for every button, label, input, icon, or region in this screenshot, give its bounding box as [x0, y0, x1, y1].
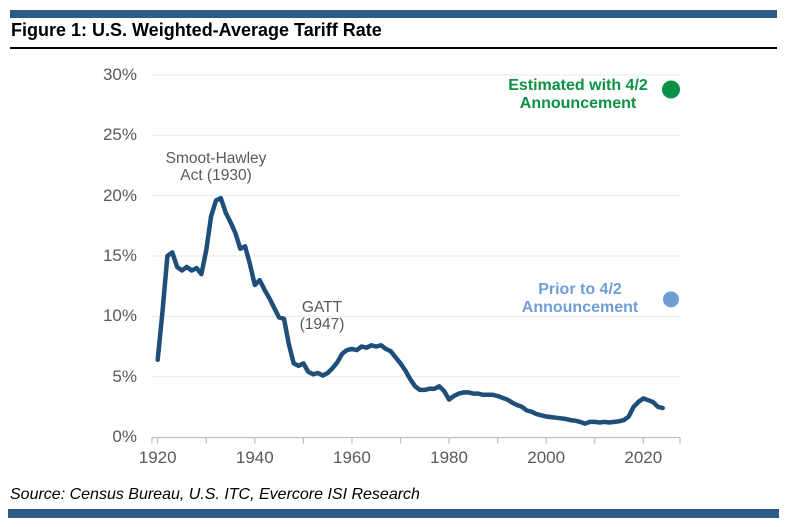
x-axis-tick-label: 1920 — [138, 448, 177, 467]
y-axis-tick-label: 10% — [102, 306, 137, 326]
annotation-smoot-hawley: Smoot-Hawley Act (1930) — [165, 150, 267, 184]
y-axis-tick-label: 30% — [102, 65, 137, 84]
x-axis-tick-label: 1940 — [235, 448, 274, 467]
annotation-estimated-with-4-2: Estimated with 4/2 Announcement — [508, 77, 648, 112]
annotation-prior-to-4-2: Prior to 4/2 Announcement — [521, 281, 639, 316]
x-axis-tick-label: 1960 — [333, 448, 371, 467]
y-axis-tick-label: 0% — [112, 427, 137, 446]
tariff-rate-line — [155, 195, 665, 426]
y-axis-tick-label: 25% — [102, 125, 137, 145]
bottom-rule-bar — [8, 509, 779, 518]
annotation-gatt: GATT (1947) — [299, 299, 345, 333]
top-rule-bar — [10, 10, 777, 18]
x-axis-tick-label: 1980 — [430, 448, 468, 467]
y-axis-tick-label: 15% — [102, 246, 137, 265]
title-underline — [10, 47, 777, 49]
x-axis-tick-label: 2020 — [624, 448, 663, 467]
estimated-with-4-2-dot — [662, 80, 680, 99]
y-axis-tick-label: 20% — [102, 185, 137, 205]
prior-to-4-2-dot — [663, 291, 679, 308]
x-axis-tick-label: 2000 — [527, 448, 566, 467]
figure-title: Figure 1: U.S. Weighted-Average Tariff R… — [11, 20, 382, 40]
source-note: Source: Census Bureau, U.S. ITC, Evercor… — [10, 486, 420, 503]
y-axis-tick-label: 5% — [112, 366, 137, 386]
